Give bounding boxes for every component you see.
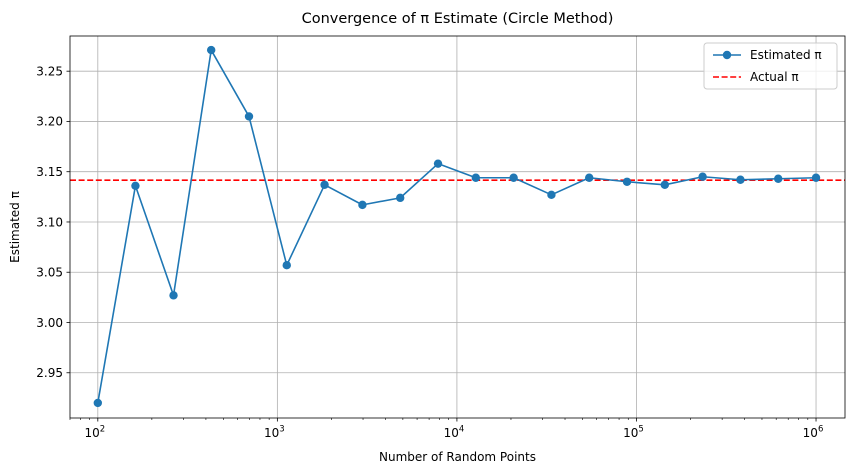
data-point (811, 173, 821, 182)
data-point (547, 190, 556, 200)
y-tick-label: 3.20 (36, 115, 63, 129)
data-point (131, 181, 140, 190)
plot-frame (69, 35, 846, 419)
data-point (358, 200, 367, 210)
data-point (396, 193, 405, 203)
y-tick-label: 3.25 (36, 64, 63, 78)
data-point (244, 112, 254, 121)
data-point (471, 173, 481, 182)
y-axis-label: Estimated π (8, 191, 22, 263)
data-point (509, 173, 518, 182)
x-axis-label: Number of Random Points (379, 450, 536, 464)
data-point (93, 398, 103, 408)
series-layer (93, 45, 821, 408)
y-tick-label: 3.05 (36, 266, 63, 280)
series-line (97, 49, 817, 404)
x-tick-label: 104 (444, 425, 465, 441)
data-point (660, 180, 670, 189)
data-point (320, 180, 329, 189)
data-point (698, 172, 707, 181)
y-tick-label: 2.95 (36, 366, 63, 380)
data-point (206, 45, 216, 55)
grid-layer (70, 36, 845, 418)
tick-layer: 2.95 3.00 3.05 3.10 3.15 3.20 3.25 102 103 104 105… (36, 64, 823, 440)
chart-title: Convergence of π Estimate (Circle Method… (302, 11, 614, 27)
data-point (433, 159, 443, 168)
y-tick-label: 3.00 (36, 316, 63, 330)
data-point (774, 174, 783, 183)
legend-actual-label: Actual π (750, 70, 799, 84)
x-tick-label: 103 (264, 425, 285, 441)
x-tick-label: 106 (803, 425, 824, 441)
data-point (282, 261, 291, 270)
data-point (585, 173, 594, 182)
data-point (622, 177, 632, 186)
data-point (736, 175, 745, 184)
y-tick-label: 3.10 (36, 215, 63, 229)
x-tick-label: 105 (623, 425, 644, 441)
legend-estimated-marker (722, 50, 732, 60)
legend: Estimated π Actual π (703, 42, 838, 90)
x-tick-label: 102 (84, 425, 105, 441)
legend-estimated-label: Estimated π (750, 48, 822, 62)
y-tick-label: 3.15 (36, 165, 63, 179)
data-point (169, 291, 178, 300)
